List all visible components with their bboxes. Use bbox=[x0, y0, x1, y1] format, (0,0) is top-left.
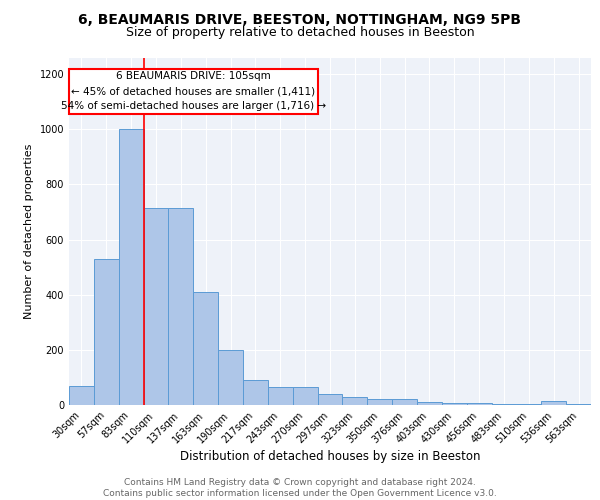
Bar bbox=[467, 403, 491, 405]
Bar bbox=[293, 387, 317, 405]
Bar bbox=[566, 404, 591, 405]
Text: Contains HM Land Registry data © Crown copyright and database right 2024.
Contai: Contains HM Land Registry data © Crown c… bbox=[103, 478, 497, 498]
X-axis label: Distribution of detached houses by size in Beeston: Distribution of detached houses by size … bbox=[180, 450, 480, 464]
Text: Size of property relative to detached houses in Beeston: Size of property relative to detached ho… bbox=[125, 26, 475, 39]
Bar bbox=[392, 400, 417, 405]
Bar bbox=[517, 404, 541, 405]
Bar bbox=[119, 129, 143, 405]
Bar bbox=[218, 350, 243, 405]
Bar bbox=[268, 387, 293, 405]
Bar bbox=[94, 259, 119, 405]
Bar bbox=[367, 400, 392, 405]
Bar bbox=[143, 208, 169, 405]
Bar bbox=[343, 396, 367, 405]
Text: 6 BEAUMARIS DRIVE: 105sqm
← 45% of detached houses are smaller (1,411)
54% of se: 6 BEAUMARIS DRIVE: 105sqm ← 45% of detac… bbox=[61, 72, 326, 111]
Bar bbox=[442, 403, 467, 405]
Bar bbox=[243, 380, 268, 405]
Y-axis label: Number of detached properties: Number of detached properties bbox=[24, 144, 34, 319]
Bar bbox=[169, 208, 193, 405]
Bar bbox=[541, 402, 566, 405]
Bar bbox=[69, 386, 94, 405]
Bar bbox=[417, 402, 442, 405]
FancyBboxPatch shape bbox=[69, 68, 317, 114]
Bar bbox=[193, 292, 218, 405]
Text: 6, BEAUMARIS DRIVE, BEESTON, NOTTINGHAM, NG9 5PB: 6, BEAUMARIS DRIVE, BEESTON, NOTTINGHAM,… bbox=[79, 12, 521, 26]
Bar bbox=[491, 404, 517, 405]
Bar bbox=[317, 394, 343, 405]
